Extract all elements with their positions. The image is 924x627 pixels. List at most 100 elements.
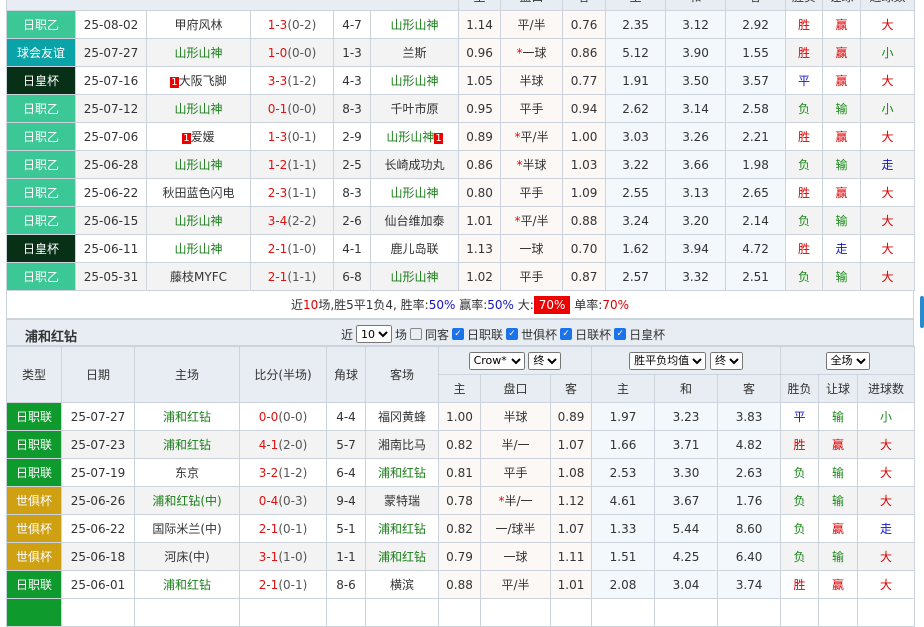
full-score[interactable]: 0-0 xyxy=(258,409,279,424)
table-row[interactable]: 日职乙 25-06-28 山形山神 1-2(1-1) 2-5 长崎成功丸 0.8… xyxy=(6,150,916,179)
team-name[interactable]: 山形山神 xyxy=(390,270,439,284)
table-row[interactable]: 日皇杯 25-07-16 1大阪飞脚 3-3(1-2) 4-3 山形山神 1.0… xyxy=(6,66,916,95)
match-count-select[interactable]: 10 xyxy=(356,325,393,343)
league-badge[interactable]: 球会友谊 xyxy=(6,38,76,67)
team-name[interactable]: 国际米兰(中) xyxy=(152,522,222,536)
team-name[interactable]: 山形山神 xyxy=(386,130,435,144)
table-row[interactable]: 日职联 25-07-19 东京 3-2(1-2) 6-4 浦和红钻 0.81 平… xyxy=(6,458,916,487)
team-name[interactable]: 河床(中) xyxy=(164,550,210,564)
team-name[interactable]: 爱媛 xyxy=(190,130,215,144)
full-score[interactable]: 1-3 xyxy=(267,129,288,144)
average-select[interactable]: 胜平负均值 xyxy=(629,351,707,370)
full-score[interactable]: 0-1 xyxy=(267,101,288,116)
team-name[interactable]: 千叶市原 xyxy=(390,102,439,116)
team-name[interactable]: 鹿儿岛联 xyxy=(390,242,439,256)
full-score[interactable]: 4-1 xyxy=(258,437,279,452)
filter-checkbox[interactable]: ✓ xyxy=(452,328,465,340)
table-row[interactable]: 世俱杯 25-06-26 浦和红钻(中) 0-4(0-3) 9-4 蒙特瑞 0.… xyxy=(6,486,916,515)
table-row[interactable]: 日职乙 25-06-15 山形山神 3-4(2-2) 2-6 仙台维加泰 1.0… xyxy=(6,206,916,235)
full-score[interactable]: 3-2 xyxy=(258,465,279,480)
same-away-checkbox[interactable] xyxy=(410,328,423,340)
team-name[interactable]: 山形山神 xyxy=(174,102,223,116)
team-name[interactable]: 山形山神 xyxy=(174,214,223,228)
team-name[interactable]: 浦和红钻 xyxy=(377,466,426,480)
full-score[interactable]: 2-1 xyxy=(267,269,288,284)
team-name[interactable]: 蒙特瑞 xyxy=(383,494,420,508)
team-name[interactable]: 浦和红钻 xyxy=(377,550,426,564)
full-score[interactable]: 1-0 xyxy=(267,45,288,60)
league-badge[interactable]: 日职乙 xyxy=(6,262,76,291)
league-badge[interactable]: 日职乙 xyxy=(6,94,76,123)
full-score[interactable]: 1-2 xyxy=(267,157,288,172)
team-name[interactable]: 藤枝MYFC xyxy=(170,270,227,284)
league-badge[interactable]: 日皇杯 xyxy=(6,66,76,95)
league-badge[interactable]: 日职联 xyxy=(6,430,62,459)
team-name[interactable]: 横滨 xyxy=(389,578,414,592)
stage-select[interactable]: 终 xyxy=(528,351,562,370)
league-badge[interactable]: 世俱杯 xyxy=(6,514,62,543)
table-row[interactable]: 日职乙 25-08-02 甲府风林 1-3(0-2) 4-7 山形山神 1.14… xyxy=(6,10,916,39)
table-row[interactable]: 日皇杯 25-06-11 山形山神 2-1(1-0) 4-1 鹿儿岛联 1.13… xyxy=(6,234,916,263)
full-score[interactable]: 0-4 xyxy=(258,493,279,508)
team-name[interactable]: 长崎成功丸 xyxy=(384,158,445,172)
company-select[interactable]: Crow* xyxy=(468,351,525,370)
team-name[interactable]: 大阪飞脚 xyxy=(178,74,227,88)
league-badge[interactable]: 世俱杯 xyxy=(6,486,62,515)
team-name[interactable]: 兰斯 xyxy=(402,46,427,60)
table-row[interactable]: 日职联 25-07-23 浦和红钻 4-1(2-0) 5-7 湘南比马 0.82… xyxy=(6,430,916,459)
team-name[interactable]: 湘南比马 xyxy=(377,438,426,452)
team-name[interactable]: 山形山神 xyxy=(174,46,223,60)
team-name[interactable]: 浦和红钻 xyxy=(162,578,211,592)
team-name[interactable]: 甲府风林 xyxy=(174,18,223,32)
league-badge[interactable]: 日职乙 xyxy=(6,150,76,179)
table-row[interactable]: 日职联 25-06-01 浦和红钻 2-1(0-1) 8-6 横滨 0.88 平… xyxy=(6,570,916,599)
table-row[interactable]: 日职联 25-07-27 浦和红钻 0-0(0-0) 4-4 福冈黄蜂 1.00… xyxy=(6,402,916,431)
team-name[interactable]: 东京 xyxy=(174,466,199,480)
table-row[interactable]: 世俱杯 25-06-22 国际米兰(中) 2-1(0-1) 5-1 浦和红钻 0… xyxy=(6,514,916,543)
team-name[interactable]: 山形山神 xyxy=(174,158,223,172)
team-name[interactable]: 山形山神 xyxy=(390,186,439,200)
league-badge[interactable]: 日职联 xyxy=(6,402,62,431)
team-name[interactable]: 仙台维加泰 xyxy=(384,214,445,228)
team-name[interactable]: 浦和红钻 xyxy=(162,410,211,424)
table-row[interactable]: 日职乙 25-05-31 藤枝MYFC 2-1(1-1) 6-8 山形山神 1.… xyxy=(6,262,916,291)
league-badge[interactable]: 日皇杯 xyxy=(6,234,76,263)
league-badge[interactable] xyxy=(6,598,62,627)
table-row[interactable]: 日职乙 25-07-06 1爱媛 1-3(0-1) 2-9 山形山神1 0.89… xyxy=(6,122,916,151)
league-badge[interactable]: 日职乙 xyxy=(6,122,76,151)
team-name[interactable]: 浦和红钻 xyxy=(162,438,211,452)
scope-select[interactable]: 全场 xyxy=(825,351,870,370)
table-row[interactable]: 日职乙 25-07-12 山形山神 0-1(0-0) 8-3 千叶市原 0.95… xyxy=(6,94,916,123)
table-row[interactable]: 球会友谊 25-07-27 山形山神 1-0(0-0) 1-3 兰斯 0.96 … xyxy=(6,38,916,67)
team-name[interactable]: 浦和红钻(中) xyxy=(152,494,222,508)
full-score[interactable]: 2-1 xyxy=(258,521,279,536)
league-badge[interactable]: 日职联 xyxy=(6,458,62,487)
league-badge[interactable]: 世俱杯 xyxy=(6,542,62,571)
league-badge[interactable]: 日职乙 xyxy=(6,10,76,39)
full-score[interactable]: 1-3 xyxy=(267,17,288,32)
team-name[interactable]: 福冈黄蜂 xyxy=(377,410,426,424)
filter-checkbox[interactable]: ✓ xyxy=(614,328,627,340)
full-score[interactable]: 2-3 xyxy=(267,185,288,200)
team-name[interactable]: 山形山神 xyxy=(390,74,439,88)
team-name[interactable]: 山形山神 xyxy=(390,18,439,32)
scrollbar-thumb[interactable] xyxy=(920,296,924,328)
filter-checkbox[interactable]: ✓ xyxy=(506,328,519,340)
full-score[interactable]: 3-1 xyxy=(258,549,279,564)
team-name[interactable]: 浦和红钻 xyxy=(377,522,426,536)
table-row[interactable] xyxy=(6,598,916,627)
team-name[interactable]: 秋田蓝色闪电 xyxy=(162,186,235,200)
league-badge[interactable]: 日职乙 xyxy=(6,206,76,235)
table-row[interactable]: 日职乙 25-06-22 秋田蓝色闪电 2-3(1-1) 8-3 山形山神 0.… xyxy=(6,178,916,207)
table-row[interactable]: 世俱杯 25-06-18 河床(中) 3-1(1-0) 1-1 浦和红钻 0.7… xyxy=(6,542,916,571)
full-score[interactable]: 3-3 xyxy=(267,73,288,88)
filter-checkbox[interactable]: ✓ xyxy=(560,328,573,340)
league-badge[interactable]: 日职乙 xyxy=(6,178,76,207)
full-score[interactable]: 3-4 xyxy=(267,213,288,228)
stage-select-2[interactable]: 终 xyxy=(709,351,743,370)
handicap-result: 赢 xyxy=(822,122,862,151)
full-score[interactable]: 2-1 xyxy=(267,241,288,256)
league-badge[interactable]: 日职联 xyxy=(6,570,62,599)
team-name[interactable]: 山形山神 xyxy=(174,242,223,256)
full-score[interactable]: 2-1 xyxy=(258,577,279,592)
